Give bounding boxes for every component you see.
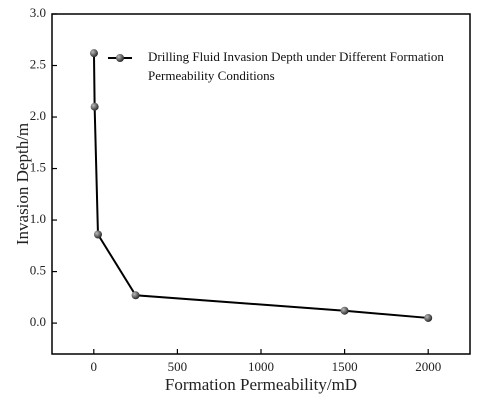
x-tick-label: 500: [168, 359, 188, 374]
y-tick-label: 2.0: [30, 108, 46, 123]
series-line: [92, 53, 429, 319]
data-point: [131, 291, 140, 300]
y-tick-label: 3.0: [30, 5, 46, 20]
x-tick-label: 0: [91, 359, 98, 374]
y-tick-label: 0.5: [30, 263, 46, 278]
x-tick-label: 2000: [415, 359, 441, 374]
y-tick-label: 2.5: [30, 56, 46, 71]
x-tick-label: 1000: [248, 359, 274, 374]
data-point: [89, 49, 98, 58]
data-point: [90, 102, 99, 111]
data-point: [340, 306, 349, 315]
data-point: [424, 313, 433, 322]
y-tick-label: 0.0: [30, 314, 46, 329]
y-tick-label: 1.5: [30, 160, 46, 175]
x-tick-label: 1500: [332, 359, 358, 374]
y-tick-label: 1.0: [30, 211, 46, 226]
x-axis-label: Formation Permeability/mD: [165, 375, 357, 394]
legend-label: Drilling Fluid Invasion Depth under Diff…: [148, 49, 444, 83]
data-point: [93, 230, 102, 239]
legend-marker: [116, 54, 124, 62]
y-axis-label: Invasion Depth/m: [13, 123, 32, 245]
